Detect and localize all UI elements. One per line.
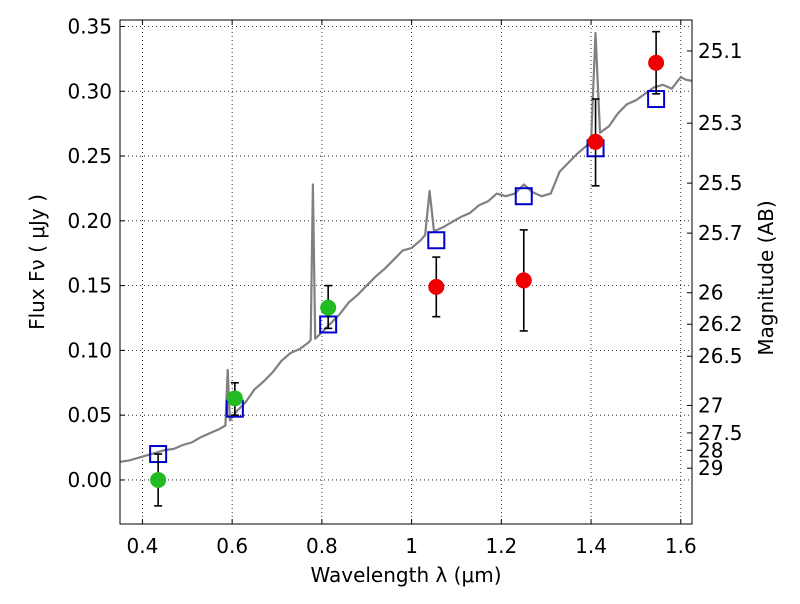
spectrum-line: [120, 31, 692, 463]
data-point-circle: [150, 471, 167, 488]
data-point-circle: [648, 54, 665, 71]
plot-area: [120, 30, 692, 507]
y2-tick-label: 28: [698, 438, 723, 462]
y-tick-label: 0.25: [67, 144, 112, 168]
y2-axis-label: Magnitude (AB): [754, 200, 778, 355]
x-tick-label: 0.6: [216, 534, 248, 558]
model-point-square: [514, 187, 533, 206]
marker-layer: [149, 30, 666, 507]
y2-tick-label: 26.5: [698, 344, 743, 368]
x-axis-label: Wavelength λ (μm): [310, 563, 501, 587]
x-tick-label: 0.8: [306, 534, 338, 558]
y2-tick-label: 25.1: [698, 39, 743, 63]
ticks: 0.4 0.6 0.8 1 1.2 1.4 1.6 0.00 0.05 0.10 0.15 0.20 0…: [67, 14, 742, 558]
y-tick-label: 0.20: [67, 209, 112, 233]
data-point-circle: [587, 133, 604, 150]
y-tick-label: 0.05: [67, 403, 112, 427]
x-tick-label: 0.4: [127, 534, 159, 558]
data-point-circle: [428, 278, 445, 295]
data-point-circle: [226, 390, 243, 407]
data-point-circle: [320, 299, 337, 316]
y-tick-label: 0.00: [67, 468, 112, 492]
y2-tick-label: 25.3: [698, 111, 743, 135]
spectrum-layer: [120, 31, 692, 463]
y2-tick-label: 27.5: [698, 421, 743, 445]
y2-tick-label: 26.2: [698, 312, 743, 336]
y2-tick-label: 29: [698, 456, 723, 480]
y-tick-label: 0.10: [67, 338, 112, 362]
data-point-circle: [515, 272, 532, 289]
model-point-square: [427, 231, 446, 250]
y-tick-label: 0.15: [67, 274, 112, 298]
y-axis-label: Flux Fν ( μJy ): [25, 194, 49, 330]
x-tick-label: 1: [405, 534, 418, 558]
y2-tick-label: 26: [698, 281, 723, 305]
y-tick-label: 0.30: [67, 79, 112, 103]
plot-frame: [119, 19, 693, 525]
x-tick-label: 1.2: [485, 534, 517, 558]
x-tick-label: 1.4: [575, 534, 607, 558]
y-tick-label: 0.35: [67, 14, 112, 38]
y2-tick-label: 27: [698, 393, 723, 417]
y2-tick-label: 25.7: [698, 221, 743, 245]
y2-tick-label: 25.5: [698, 171, 743, 195]
x-tick-label: 1.6: [665, 534, 697, 558]
